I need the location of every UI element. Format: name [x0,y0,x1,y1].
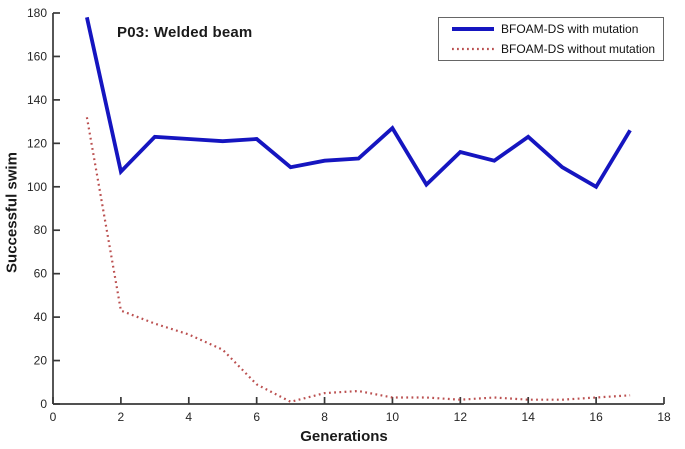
y-tick-label: 60 [34,267,48,281]
x-tick-label: 6 [253,410,260,424]
chart-title: P03: Welded beam [117,24,253,41]
legend-solid-line-icon [452,27,494,31]
x-tick-label: 12 [454,410,468,424]
y-axis-label: Successful swim [3,152,21,273]
x-tick-label: 0 [50,410,57,424]
legend-label-with-mutation: BFOAM-DS with mutation [501,22,639,36]
legend-item-without-mutation: BFOAM-DS without mutation [449,39,663,59]
legend-label-without-mutation: BFOAM-DS without mutation [501,42,656,56]
x-tick-label: 4 [185,410,192,424]
y-tick-label: 180 [27,6,47,20]
x-tick-label: 8 [321,410,328,424]
y-tick-label: 140 [27,93,47,107]
x-tick-label: 2 [118,410,125,424]
y-tick-label: 120 [27,136,47,150]
x-tick-label: 14 [522,410,536,424]
y-tick-label: 160 [27,49,47,63]
legend-dotted-line-icon [452,47,494,51]
x-tick-label: 16 [589,410,603,424]
x-axis-label: Generations [300,428,388,445]
y-tick-label: 0 [40,397,47,411]
x-tick-label: 10 [386,410,400,424]
y-tick-label: 40 [34,310,48,324]
legend: BFOAM-DS with mutation BFOAM-DS without … [438,17,664,61]
series-line-without-mutation [85,117,631,403]
x-tick-label: 18 [657,410,671,424]
series-line-with-mutation [85,16,632,190]
y-tick-label: 20 [34,354,48,368]
legend-item-with-mutation: BFOAM-DS with mutation [449,19,663,39]
y-tick-label: 100 [27,180,47,194]
y-tick-label: 80 [34,223,48,237]
